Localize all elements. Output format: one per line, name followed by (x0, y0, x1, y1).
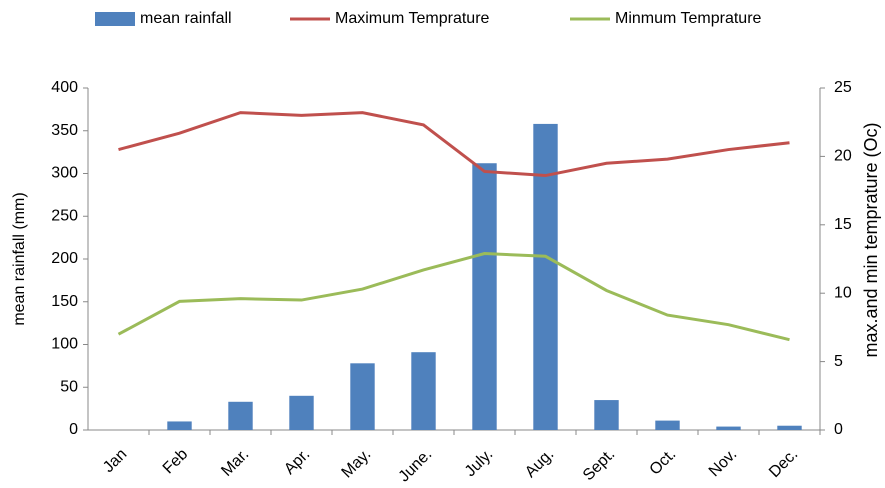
y-tick-label: 250 (51, 207, 78, 224)
y2-axis-label: max.and min temprature (Oc) (861, 122, 881, 357)
y2-tick-label: 25 (834, 79, 852, 96)
y2-tick-label: 10 (834, 284, 852, 301)
y2-tick-label: 5 (834, 353, 843, 370)
y2-tick-label: 15 (834, 216, 852, 233)
y-tick-label: 50 (60, 378, 78, 395)
legend-swatch (95, 12, 135, 26)
x-tick-label: Aug. (522, 446, 557, 481)
legend-label: Maximum Temprature (335, 10, 490, 27)
x-tick-label: Jan (100, 446, 130, 476)
legend-label: Minmum Temprature (615, 10, 762, 27)
x-tick-label: Nov. (706, 446, 740, 480)
x-tick-label: Dec. (766, 446, 801, 481)
y-tick-label: 300 (51, 165, 78, 182)
line (118, 111, 790, 178)
bar (594, 400, 619, 430)
line (117, 252, 790, 342)
y-tick-label: 150 (51, 293, 78, 310)
x-tick-label: Oct. (647, 446, 680, 479)
bar (777, 425, 802, 430)
x-tick-label: Sept. (580, 446, 618, 484)
y-tick-label: 400 (51, 79, 78, 96)
bar (411, 352, 436, 430)
y2-tick-label: 20 (834, 148, 852, 165)
x-tick-label: May. (339, 446, 375, 482)
bar (655, 420, 680, 430)
y2-tick-label: 0 (834, 421, 843, 438)
y-tick-label: 100 (51, 336, 78, 353)
y-axis-label: mean rainfall (mm) (11, 192, 28, 325)
bar (228, 401, 253, 430)
y-tick-label: 350 (51, 122, 78, 139)
bar (167, 421, 192, 430)
bar (472, 163, 497, 431)
bar (533, 123, 558, 430)
x-tick-label: Feb (160, 446, 192, 478)
x-tick-label: Mar. (218, 446, 252, 480)
x-tick-label: Apr. (281, 446, 313, 478)
bar (289, 395, 314, 430)
legend-label: mean rainfall (140, 10, 232, 27)
bar (716, 426, 741, 430)
x-tick-label: July. (462, 446, 496, 480)
y-tick-label: 200 (51, 250, 78, 267)
bar (350, 363, 375, 430)
x-tick-label: June. (396, 446, 436, 486)
y-tick-label: 0 (69, 421, 78, 438)
